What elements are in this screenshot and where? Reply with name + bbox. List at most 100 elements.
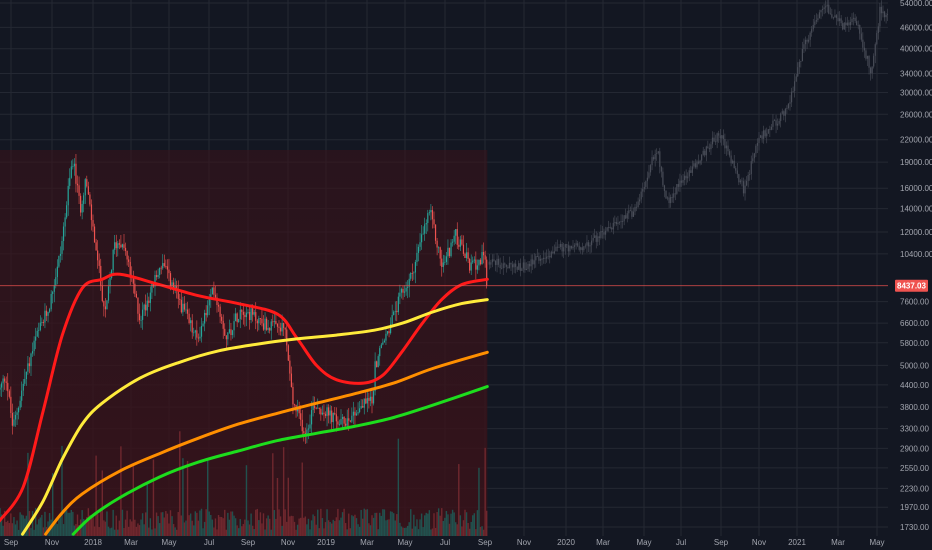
volume-bar (30, 528, 32, 536)
candle-body (188, 313, 190, 324)
candle-body (154, 275, 156, 287)
candle-body (465, 252, 468, 259)
projected-candle-body (552, 251, 554, 254)
projected-candle-body (609, 226, 611, 228)
candle-body (186, 309, 189, 314)
projected-candle-body (812, 24, 814, 30)
candle-body (439, 247, 441, 259)
candle-body (256, 320, 258, 324)
volume-bar (13, 517, 15, 536)
volume-bar (445, 511, 448, 536)
volume-bar (403, 527, 406, 536)
volume-bar (3, 510, 6, 536)
candle-body (483, 252, 485, 256)
projected-candle-body (671, 197, 673, 198)
volume-bar (180, 515, 183, 536)
candle-body (394, 310, 396, 312)
candle-body (41, 322, 43, 323)
candle-body (148, 300, 150, 303)
volume-bar (95, 455, 97, 536)
volume-bar (158, 523, 161, 536)
time-axis[interactable]: Sep Nov 2018 Mar May Jul Sep Nov 2019 Mar May Jul Se… (4, 538, 885, 547)
projected-candle-body (749, 174, 751, 175)
projected-candle-body (676, 184, 678, 194)
projected-candle-body (800, 61, 802, 62)
candle-body (290, 373, 292, 387)
volume-bar (225, 529, 227, 536)
candle-body (407, 286, 409, 288)
projected-candle-body (653, 157, 655, 160)
candle-body (117, 243, 119, 249)
candle-body (10, 396, 12, 413)
volume-bar (374, 512, 376, 536)
candle-body (183, 303, 186, 310)
candle-body (179, 298, 181, 300)
volume-bar (73, 525, 76, 536)
projected-candle-body (682, 180, 684, 183)
projected-candle-body (699, 160, 701, 164)
projected-candle-body (786, 108, 788, 109)
price-axis-label: 54000.00 (900, 0, 932, 8)
price-axis-label: 6600.00 (900, 319, 929, 328)
volume-bar (197, 520, 200, 536)
volume-bar (301, 462, 303, 536)
projected-candle-body (809, 32, 811, 40)
volume-bar (320, 508, 322, 536)
candle-body (484, 255, 486, 260)
candle-body (24, 379, 26, 384)
candle-body (441, 258, 443, 267)
candle-body (120, 244, 122, 248)
price-axis[interactable]: 54000.00 46000.00 40000.00 34000.00 30000.00… (900, 0, 932, 532)
volume-bar (341, 512, 344, 536)
candle-body (267, 328, 269, 330)
volume-bar (22, 515, 24, 536)
candle-body (307, 428, 310, 430)
volume-bar (448, 523, 451, 536)
volume-bar (411, 528, 413, 536)
volume-bar (417, 529, 420, 536)
volume-bar (112, 509, 114, 536)
candle-body (390, 324, 392, 334)
volume-bar (360, 509, 362, 536)
price-axis-label: 16000.00 (900, 184, 932, 193)
projected-candle-body (835, 15, 838, 18)
candle-body (324, 413, 327, 416)
volume-bar (273, 510, 276, 536)
price-axis-label: 34000.00 (900, 69, 932, 78)
volume-bar (61, 445, 63, 536)
volume-bar (287, 477, 289, 536)
candle-body (213, 287, 215, 295)
projected-candle-body (556, 246, 559, 248)
volume-bar (450, 513, 452, 536)
volume-bar (425, 512, 427, 536)
volume-bar (202, 528, 204, 536)
volume-bar (67, 512, 69, 536)
projected-candle-body (544, 257, 546, 259)
volume-bar (382, 509, 384, 536)
volume-bar (207, 460, 209, 536)
volume-bar (375, 512, 378, 536)
volume-bar (358, 526, 361, 536)
time-axis-label: May (869, 538, 884, 547)
projected-candle-body (792, 91, 794, 92)
candle-body (222, 320, 224, 329)
volume-bar (227, 512, 229, 536)
volume-bar (313, 516, 316, 536)
candle-body (334, 412, 336, 415)
volume-bar (217, 514, 220, 536)
volume-bar (19, 512, 21, 536)
projected-candle-body (656, 153, 658, 154)
volume-bar (278, 509, 280, 536)
candle-body (253, 312, 255, 315)
projected-candle-body (536, 256, 538, 257)
volume-bar (290, 515, 293, 536)
projected-candle-body (837, 17, 839, 22)
candle-body (16, 412, 18, 415)
volume-bar (107, 526, 110, 536)
projected-candle-body (857, 24, 859, 26)
candle-body (266, 318, 268, 330)
volume-bar (366, 509, 369, 536)
candle-body (371, 396, 373, 404)
volume-bar (89, 515, 91, 536)
